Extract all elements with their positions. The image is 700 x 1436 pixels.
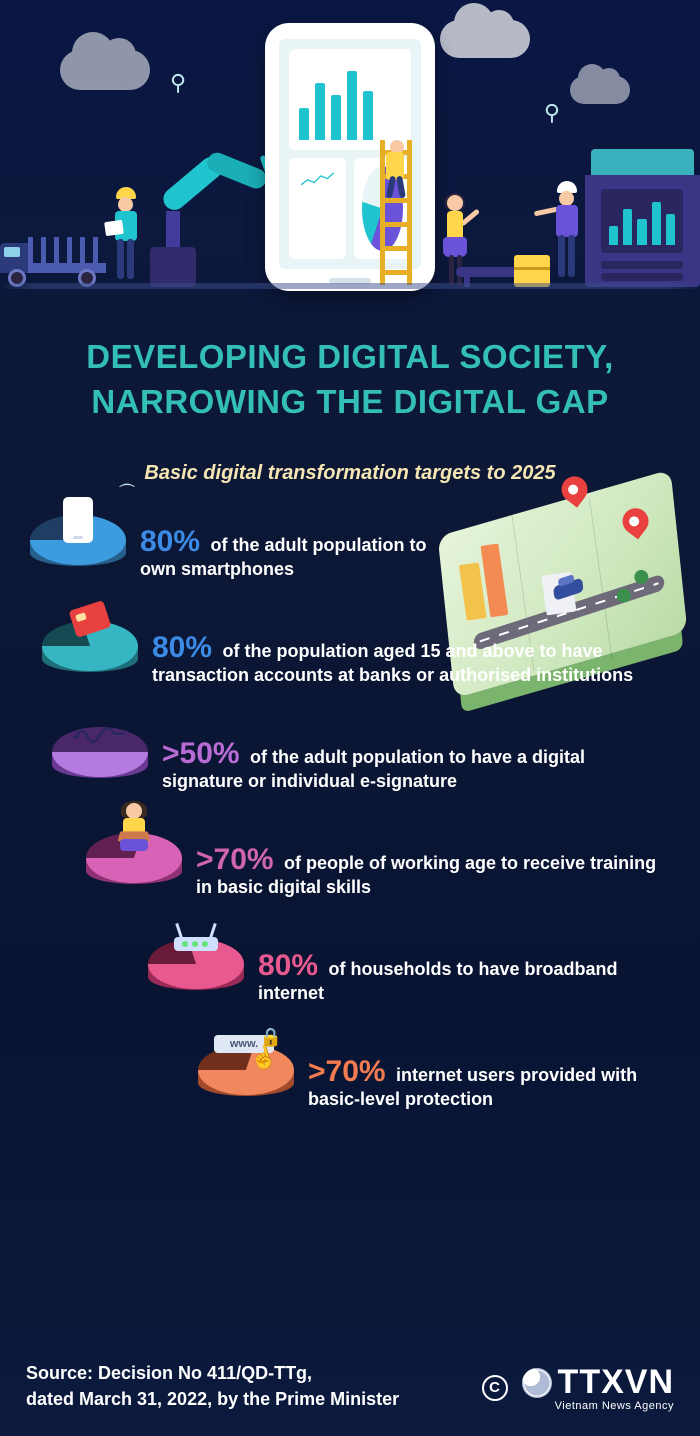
- stat-item: ⏜ 80% of the adult population to own sma…: [30, 515, 660, 587]
- page-title: DEVELOPING DIGITAL SOCIETY, NARROWING TH…: [30, 335, 670, 424]
- stat-percent: >70%: [196, 843, 274, 876]
- globe-icon: [522, 1368, 552, 1398]
- pie-disc-icon: [148, 939, 244, 1011]
- stats-section: ⏜ 80% of the adult population to own sma…: [0, 515, 700, 1117]
- stat-item: 80% of households to have broadband inte…: [30, 939, 660, 1011]
- router-icon: [168, 925, 224, 951]
- copyright-icon: C: [482, 1375, 508, 1401]
- source-line-1: Source: Decision No 411/QD-TTg,: [26, 1363, 312, 1383]
- brand-subtitle: Vietnam News Agency: [522, 1400, 674, 1412]
- pie-disc-icon: [52, 727, 148, 799]
- person-climbing-icon: [368, 140, 414, 200]
- robot-arm-icon: [140, 117, 270, 287]
- title-line-2: NARROWING THE DIGITAL GAP: [91, 383, 608, 420]
- stat-desc: of the population aged 15 and above to h…: [152, 641, 633, 685]
- server-icon: [585, 149, 700, 287]
- brand-name: TTXVN: [558, 1363, 674, 1402]
- pie-disc-icon: ⏜: [30, 515, 126, 587]
- stat-item: 80% of the population aged 15 and above …: [30, 621, 660, 693]
- bank-card-icon: [69, 600, 112, 638]
- stat-percent: >50%: [162, 737, 240, 770]
- hero-illustration: ⚲ ⚲: [0, 0, 700, 305]
- cloud-icon: [440, 20, 530, 58]
- stat-percent: 80%: [152, 631, 212, 664]
- source-line-2: dated March 31, 2022, by the Prime Minis…: [26, 1389, 399, 1409]
- web-security-icon: www.☝🔒: [214, 1027, 278, 1067]
- student-icon: [107, 801, 161, 859]
- cloud-icon: [60, 50, 150, 90]
- stat-item: www.☝🔒 >70% internet users provided with…: [30, 1045, 660, 1117]
- truck-icon: [0, 217, 112, 287]
- signature-icon: [72, 721, 128, 751]
- stat-percent: >70%: [308, 1055, 386, 1088]
- industrial-right: [450, 81, 700, 291]
- stat-percent: 80%: [258, 949, 318, 982]
- stat-item: >50% of the adult population to have a d…: [30, 727, 660, 799]
- footer: Source: Decision No 411/QD-TTg, dated Ma…: [0, 1342, 700, 1436]
- title-line-1: DEVELOPING DIGITAL SOCIETY,: [86, 338, 614, 375]
- pie-disc-icon: [42, 621, 138, 693]
- stat-item: >70% of people of working age to receive…: [30, 833, 660, 905]
- pie-disc-icon: [86, 833, 182, 905]
- pie-disc-icon: www.☝🔒: [198, 1045, 294, 1117]
- brand: C TTXVN Vietnam News Agency: [482, 1363, 674, 1412]
- source-text: Source: Decision No 411/QD-TTg, dated Ma…: [26, 1360, 399, 1412]
- industrial-left: [0, 91, 265, 291]
- smartphone-icon: [63, 497, 93, 543]
- stat-percent: 80%: [140, 525, 200, 558]
